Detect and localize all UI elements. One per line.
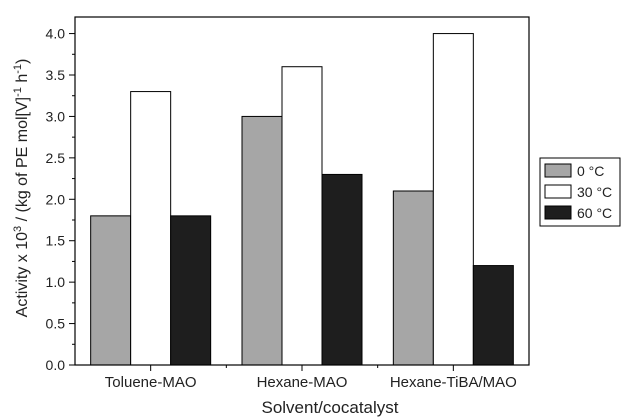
bar-1-0 — [130, 91, 172, 366]
bars-group — [90, 33, 514, 366]
x-tick-label-0: Toluene-MAO — [105, 374, 197, 391]
bar-0-0 — [90, 215, 132, 366]
bar-0-2 — [392, 190, 434, 366]
bar-2-0 — [170, 215, 212, 366]
y-tick-label-4: 2.0 — [46, 191, 66, 207]
bar-0-1 — [241, 115, 283, 366]
bar-2-2 — [472, 265, 514, 366]
ticks-group: 0.0 0.5 1.0 1.5 2.0 2.5 3.0 3.5 4.0 Toluene-MAO He… — [46, 26, 517, 391]
y-axis-label: Activity x 103 / (kg of PE mol[V]-1 h-1) — [12, 59, 31, 318]
y-tick-label-2: 1.0 — [46, 274, 66, 290]
legend: 0 °C 30 °C 60 °C — [539, 157, 621, 227]
legend-swatch-1 — [544, 184, 572, 199]
y-tick-label-6: 3.0 — [46, 108, 66, 124]
bar-2-1 — [321, 173, 363, 366]
bar-1-2 — [432, 33, 474, 366]
x-tick-label-2: Hexane-TiBA/MAO — [390, 374, 517, 391]
y-tick-label-5: 2.5 — [46, 150, 66, 166]
legend-swatch-2 — [544, 205, 572, 220]
legend-label-0: 0 °C — [577, 163, 604, 179]
x-tick-label-1: Hexane-MAO — [257, 374, 348, 391]
legend-label-2: 60 °C — [577, 205, 612, 221]
x-axis-label: Solvent/cocatalyst — [261, 398, 398, 417]
legend-label-1: 30 °C — [577, 184, 612, 200]
y-tick-label-3: 1.5 — [46, 233, 66, 249]
y-tick-label-7: 3.5 — [46, 67, 66, 83]
y-tick-label-8: 4.0 — [46, 26, 66, 42]
y-tick-label-1: 0.5 — [46, 316, 66, 332]
bar-1-1 — [281, 66, 323, 366]
y-tick-label-0: 0.0 — [46, 357, 66, 373]
legend-swatch-0 — [544, 163, 572, 178]
